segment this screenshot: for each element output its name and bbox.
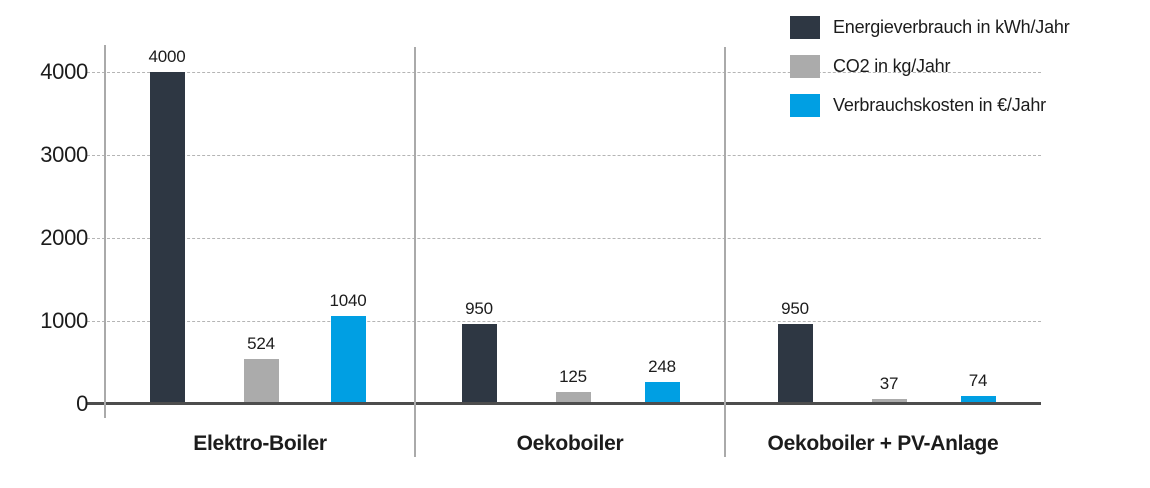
- legend-label: Verbrauchskosten in €/Jahr: [833, 95, 1046, 115]
- y-tick-label-0: 0: [76, 391, 88, 416]
- bar-energieverbrauch-oekoboiler: 950: [461, 298, 497, 402]
- legend-swatch-verbrauchskosten: [790, 94, 820, 117]
- bar-rect-co2: [871, 398, 907, 402]
- group-separator-2: [724, 47, 726, 457]
- y-tick-label-4000: 4000: [40, 59, 88, 84]
- gridline-1000: [87, 321, 1041, 322]
- gridline-3000: [87, 155, 1041, 156]
- bar-value-label: 524: [247, 333, 275, 353]
- category-label-elektro-boiler: Elektro-Boiler: [193, 432, 327, 455]
- x-axis-baseline: [87, 402, 1041, 405]
- bar-value-label: 4000: [148, 47, 186, 66]
- bar-value-label: 950: [465, 298, 493, 318]
- legend-swatch-energieverbrauch: [790, 16, 820, 39]
- bar-rect-co2: [243, 358, 279, 402]
- gridline-4000: [87, 72, 1041, 73]
- gridline-2000: [87, 238, 1041, 239]
- y-axis-line: [104, 45, 106, 418]
- bar-energieverbrauch-elektro-boiler: 4000: [148, 47, 186, 402]
- legend-label: Energieverbrauch in kWh/Jahr: [833, 17, 1070, 37]
- bar-rect-energieverbrauch: [149, 72, 185, 402]
- category-label-oekoboiler: Oekoboiler: [516, 432, 624, 455]
- y-tick-label-1000: 1000: [40, 308, 88, 333]
- bar-value-label: 1040: [329, 291, 367, 311]
- bar-verbrauchskosten-oekoboiler: 248: [644, 356, 680, 402]
- bar-value-label: 248: [648, 356, 676, 376]
- y-tick-label-2000: 2000: [40, 225, 88, 250]
- bar-rect-energieverbrauch: [461, 323, 497, 402]
- bar-value-label: 37: [879, 373, 899, 393]
- bar-verbrauchskosten-elektro-boiler: 1040: [329, 291, 367, 402]
- bar-value-label: 950: [781, 298, 809, 318]
- bar-rect-verbrauchskosten: [644, 381, 680, 402]
- legend-swatch-co2: [790, 55, 820, 78]
- bar-value-label: 125: [559, 366, 587, 386]
- legend-label: CO2 in kg/Jahr: [833, 56, 951, 76]
- bar-rect-energieverbrauch: [777, 323, 813, 402]
- legend: Energieverbrauch in kWh/Jahr CO2 in kg/J…: [790, 16, 1070, 133]
- bar-verbrauchskosten-oekoboiler-pv: 74: [960, 370, 996, 402]
- y-tick-label-3000: 3000: [40, 142, 88, 167]
- legend-item-verbrauchskosten: Verbrauchskosten in €/Jahr: [790, 94, 1070, 117]
- bar-co2-oekoboiler-pv: 37: [871, 373, 907, 402]
- bar-rect-co2: [555, 391, 591, 402]
- bar-co2-elektro-boiler: 524: [243, 333, 279, 402]
- bar-value-label: 74: [968, 370, 988, 390]
- legend-item-co2: CO2 in kg/Jahr: [790, 55, 1070, 78]
- bar-rect-verbrauchskosten: [330, 316, 366, 402]
- bar-rect-verbrauchskosten: [960, 395, 996, 402]
- category-label-oekoboiler-pv-anlage: Oekoboiler + PV-Anlage: [767, 432, 999, 455]
- legend-item-energieverbrauch: Energieverbrauch in kWh/Jahr: [790, 16, 1070, 39]
- bar-energieverbrauch-oekoboiler-pv: 950: [777, 298, 813, 402]
- bar-co2-oekoboiler: 125: [555, 366, 591, 402]
- group-separator-1: [414, 47, 416, 457]
